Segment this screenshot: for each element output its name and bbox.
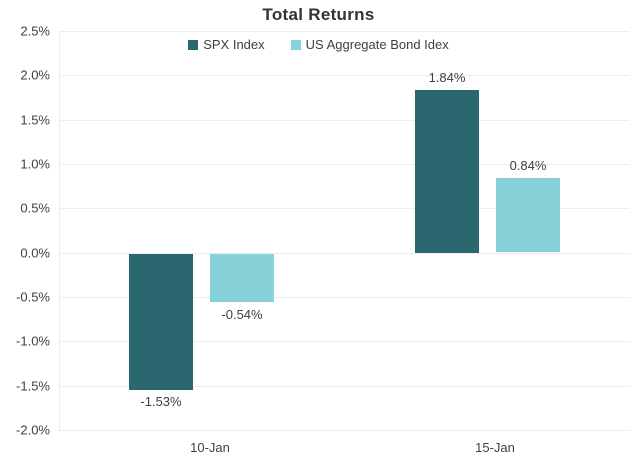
bar-us-aggregate-bond-idex-15-jan — [496, 178, 560, 252]
data-label: 0.84% — [509, 158, 547, 173]
gridline — [59, 164, 630, 165]
y-axis-tick-label: 2.5% — [20, 23, 50, 39]
bar-spx-index-15-jan — [415, 90, 479, 253]
gridline — [59, 31, 630, 32]
gridline — [59, 253, 630, 254]
y-axis-tick-label: -2.0% — [16, 422, 50, 438]
data-label: -1.53% — [140, 394, 182, 409]
y-axis-tick-label: 1.0% — [20, 156, 50, 172]
x-axis-tick-label: 10-Jan — [190, 440, 230, 455]
y-axis-tick-label: -1.5% — [16, 378, 50, 394]
chart-legend: SPX Index US Aggregate Bond Idex — [0, 37, 637, 52]
y-axis-tick-label: -0.5% — [16, 289, 50, 305]
gridline — [59, 120, 630, 121]
legend-label: US Aggregate Bond Idex — [305, 37, 449, 52]
y-axis-tick-label: 2.0% — [20, 67, 50, 83]
legend-item-us-aggregate-bond-idex: US Aggregate Bond Idex — [290, 37, 449, 52]
data-label: -0.54% — [221, 307, 263, 322]
legend-swatch-icon — [188, 39, 199, 50]
x-axis-tick-label: 15-Jan — [475, 440, 515, 455]
gridline — [59, 430, 630, 431]
chart-title: Total Returns — [262, 5, 375, 24]
bar-us-aggregate-bond-idex-10-jan — [210, 254, 274, 302]
bar-spx-index-10-jan — [129, 254, 193, 390]
legend-label: SPX Index — [203, 37, 265, 52]
data-label: 1.84% — [428, 70, 466, 85]
legend-item-spx-index: SPX Index — [188, 37, 265, 52]
gridline — [59, 75, 630, 76]
legend-swatch-icon — [290, 39, 301, 50]
y-axis-tick-label: 1.5% — [20, 112, 50, 128]
y-axis-tick-label: 0.0% — [20, 245, 50, 261]
y-axis-tick-label: -1.0% — [16, 333, 50, 349]
gridline — [59, 341, 630, 342]
y-axis-tick-label: 0.5% — [20, 200, 50, 216]
gridline — [59, 208, 630, 209]
y-axis-line — [59, 31, 60, 430]
gridline — [59, 297, 630, 298]
gridline — [59, 386, 630, 387]
